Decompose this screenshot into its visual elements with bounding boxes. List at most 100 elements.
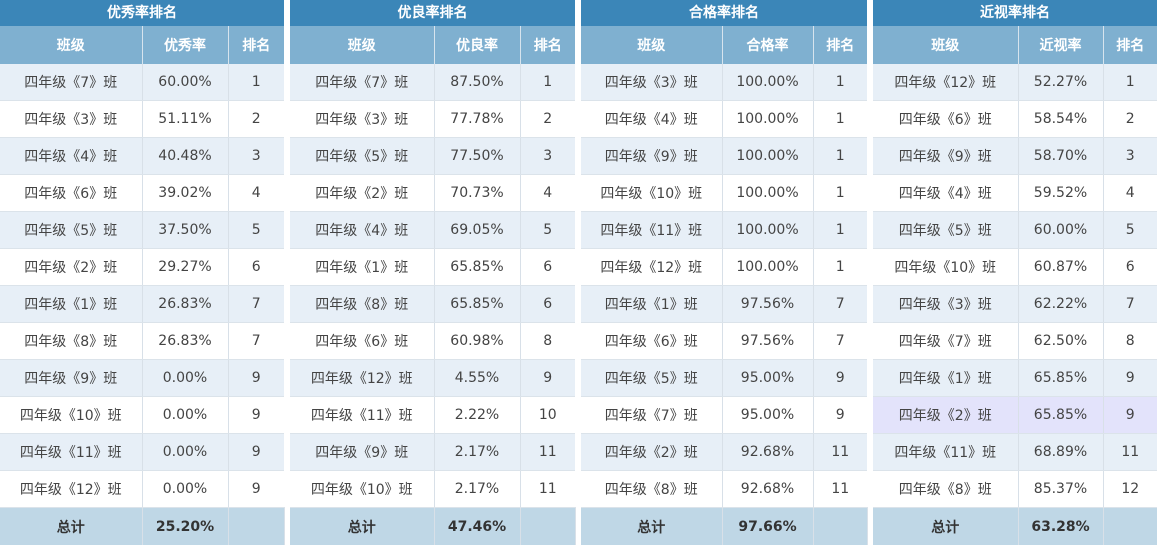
table-row[interactable]: 四年级《3》班 77.78% 2 — [290, 100, 575, 138]
table-row[interactable]: 四年级《9》班 100.00% 1 — [581, 137, 867, 175]
table-row[interactable]: 四年级《5》班 60.00% 5 — [873, 211, 1157, 249]
table-row[interactable]: 四年级《10》班 0.00% 9 — [0, 396, 284, 434]
table-row[interactable]: 四年级《3》班 62.22% 7 — [873, 285, 1157, 323]
table-row[interactable]: 四年级《3》班 51.11% 2 — [0, 100, 284, 138]
class-cell: 四年级《7》班 — [0, 64, 143, 101]
table-row[interactable]: 四年级《7》班 95.00% 9 — [581, 396, 867, 434]
column-header-rank[interactable]: 排名 — [813, 26, 867, 64]
rank-cell: 1 — [813, 211, 867, 249]
class-cell: 四年级《2》班 — [873, 396, 1019, 434]
column-header-rate[interactable]: 优良率 — [434, 26, 521, 64]
total-label: 总计 — [873, 507, 1019, 545]
rank-cell: 7 — [228, 322, 284, 360]
class-cell: 四年级《12》班 — [0, 470, 143, 508]
total-row: 总计 63.28% — [873, 507, 1157, 545]
table-row[interactable]: 四年级《6》班 58.54% 2 — [873, 100, 1157, 138]
table-row[interactable]: 四年级《7》班 87.50% 1 — [290, 64, 575, 101]
column-header-class[interactable]: 班级 — [290, 26, 435, 64]
class-cell: 四年级《8》班 — [873, 470, 1019, 508]
table-row[interactable]: 四年级《11》班 2.22% 10 — [290, 396, 575, 434]
table-row[interactable]: 四年级《9》班 0.00% 9 — [0, 359, 284, 397]
rate-cell: 2.17% — [434, 433, 521, 471]
table-row[interactable]: 四年级《4》班 100.00% 1 — [581, 100, 867, 138]
table-row[interactable]: 四年级《4》班 59.52% 4 — [873, 174, 1157, 212]
table-row[interactable]: 四年级《1》班 65.85% 6 — [290, 248, 575, 286]
table-row[interactable]: 四年级《11》班 100.00% 1 — [581, 211, 867, 249]
table-row[interactable]: 四年级《11》班 0.00% 9 — [0, 433, 284, 471]
table-row[interactable]: 四年级《11》班 68.89% 11 — [873, 433, 1157, 471]
table-row[interactable]: 四年级《6》班 39.02% 4 — [0, 174, 284, 212]
table-row[interactable]: 四年级《9》班 2.17% 11 — [290, 433, 575, 471]
table-row[interactable]: 四年级《12》班 4.55% 9 — [290, 359, 575, 397]
column-header-rank[interactable]: 排名 — [1103, 26, 1157, 64]
table-row[interactable]: 四年级《2》班 29.27% 6 — [0, 248, 284, 286]
column-header-rank[interactable]: 排名 — [228, 26, 284, 64]
panel-title: 近视率排名 — [873, 0, 1157, 26]
table-row[interactable]: 四年级《3》班 100.00% 1 — [581, 64, 867, 101]
class-cell: 四年级《6》班 — [581, 322, 723, 360]
table-header-row: 班级 优良率 排名 — [290, 26, 575, 64]
total-value: 97.66% — [722, 507, 814, 545]
class-cell: 四年级《4》班 — [873, 174, 1019, 212]
table-row[interactable]: 四年级《1》班 65.85% 9 — [873, 359, 1157, 397]
rank-cell: 6 — [1103, 248, 1157, 286]
table-row[interactable]: 四年级《6》班 60.98% 8 — [290, 322, 575, 360]
table-row[interactable]: 四年级《8》班 92.68% 11 — [581, 470, 867, 508]
table-row[interactable]: 四年级《10》班 60.87% 6 — [873, 248, 1157, 286]
class-cell: 四年级《2》班 — [290, 174, 435, 212]
table-row[interactable]: 四年级《12》班 52.27% 1 — [873, 64, 1157, 101]
column-header-rate[interactable]: 合格率 — [722, 26, 814, 64]
rate-cell: 0.00% — [142, 470, 229, 508]
column-header-class[interactable]: 班级 — [873, 26, 1019, 64]
column-header-class[interactable]: 班级 — [581, 26, 723, 64]
table-row[interactable]: 四年级《1》班 26.83% 7 — [0, 285, 284, 323]
column-header-rate[interactable]: 近视率 — [1018, 26, 1104, 64]
table-row[interactable]: 四年级《6》班 97.56% 7 — [581, 322, 867, 360]
rank-cell: 5 — [520, 211, 575, 249]
rank-cell: 9 — [228, 433, 284, 471]
table-row[interactable]: 四年级《7》班 62.50% 8 — [873, 322, 1157, 360]
table-row[interactable]: 四年级《12》班 0.00% 9 — [0, 470, 284, 508]
class-cell: 四年级《7》班 — [290, 64, 435, 101]
table-row[interactable]: 四年级《8》班 65.85% 6 — [290, 285, 575, 323]
class-cell: 四年级《9》班 — [0, 359, 143, 397]
class-cell: 四年级《5》班 — [873, 211, 1019, 249]
table-row[interactable]: 四年级《5》班 95.00% 9 — [581, 359, 867, 397]
rate-cell: 65.85% — [434, 248, 521, 286]
column-header-rate[interactable]: 优秀率 — [142, 26, 229, 64]
pass-rate-ranking-panel: 合格率排名 班级 合格率 排名 四年级《3》班 100.00% 1 四年级《4》班 100.00… — [581, 0, 868, 546]
table-row[interactable]: 四年级《7》班 60.00% 1 — [0, 64, 284, 101]
table-row[interactable]: 四年级《8》班 85.37% 12 — [873, 470, 1157, 508]
table-row[interactable]: 四年级《5》班 37.50% 5 — [0, 211, 284, 249]
class-cell: 四年级《10》班 — [581, 174, 723, 212]
table-row[interactable]: 四年级《4》班 69.05% 5 — [290, 211, 575, 249]
table-row[interactable]: 四年级《2》班 92.68% 11 — [581, 433, 867, 471]
excellent-rate-ranking-panel: 优秀率排名 班级 优秀率 排名 四年级《7》班 60.00% 1 四年级《3》班 51.11% 2… — [0, 0, 285, 546]
class-cell: 四年级《4》班 — [290, 211, 435, 249]
column-header-rank[interactable]: 排名 — [520, 26, 575, 64]
rate-cell: 0.00% — [142, 396, 229, 434]
class-cell: 四年级《11》班 — [290, 396, 435, 434]
table-row[interactable]: 四年级《1》班 97.56% 7 — [581, 285, 867, 323]
table-row[interactable]: 四年级《8》班 26.83% 7 — [0, 322, 284, 360]
table-row[interactable]: 四年级《4》班 40.48% 3 — [0, 137, 284, 175]
table-row[interactable]: 四年级《2》班 70.73% 4 — [290, 174, 575, 212]
class-cell: 四年级《3》班 — [290, 100, 435, 138]
rank-cell: 9 — [1103, 396, 1157, 434]
table-row[interactable]: 四年级《12》班 100.00% 1 — [581, 248, 867, 286]
class-cell: 四年级《4》班 — [0, 137, 143, 175]
rank-cell: 1 — [813, 248, 867, 286]
rank-cell: 3 — [228, 137, 284, 175]
class-cell: 四年级《1》班 — [0, 285, 143, 323]
column-header-class[interactable]: 班级 — [0, 26, 143, 64]
table-row[interactable]: 四年级《2》班 65.85% 9 — [873, 396, 1157, 434]
rank-cell: 7 — [813, 322, 867, 360]
table-header-row: 班级 合格率 排名 — [581, 26, 867, 64]
table-row[interactable]: 四年级《9》班 58.70% 3 — [873, 137, 1157, 175]
rank-cell: 9 — [228, 396, 284, 434]
table-row[interactable]: 四年级《5》班 77.50% 3 — [290, 137, 575, 175]
class-cell: 四年级《11》班 — [581, 211, 723, 249]
table-row[interactable]: 四年级《10》班 2.17% 11 — [290, 470, 575, 508]
ranking-table: 班级 合格率 排名 四年级《3》班 100.00% 1 四年级《4》班 100.00% 1 四年级… — [581, 26, 868, 545]
table-row[interactable]: 四年级《10》班 100.00% 1 — [581, 174, 867, 212]
